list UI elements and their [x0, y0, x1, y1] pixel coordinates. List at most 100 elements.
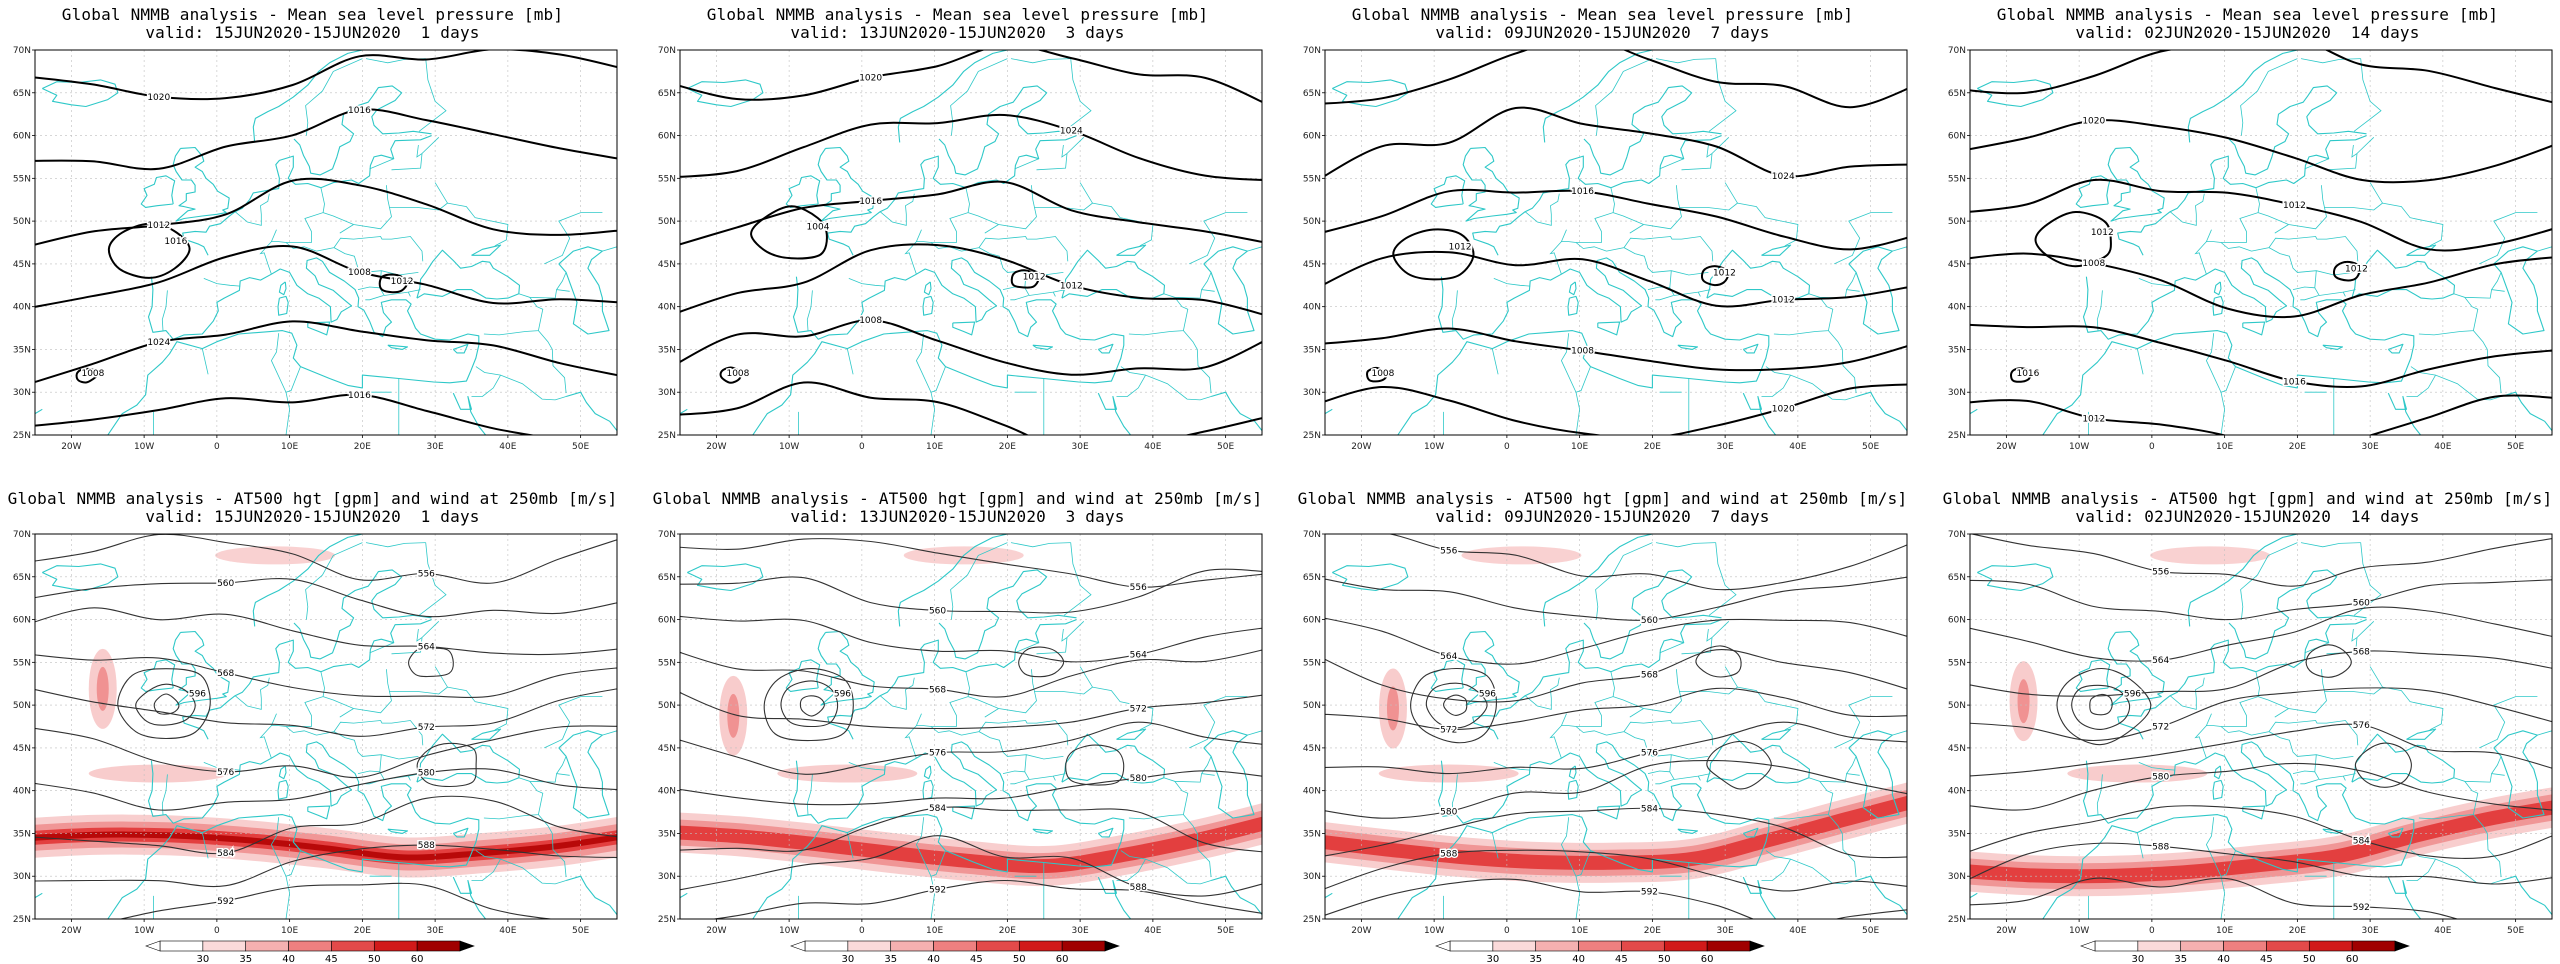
isoline — [35, 534, 617, 584]
longitude-label: 20W — [1996, 926, 2016, 936]
z500-map-panel: Global NMMB analysis - AT500 hgt [gpm] a… — [0, 484, 625, 964]
isoline — [1325, 721, 1907, 775]
latitude-label: 30N — [1303, 388, 1321, 398]
wind-colorbar: 30 35 40 45 50 60 — [145, 940, 475, 964]
wind-colorbar: 30 35 40 45 50 60 — [1435, 940, 1765, 964]
colorbar-label: 40 — [927, 954, 940, 964]
closed-isoline — [1695, 645, 1742, 678]
jet-blob — [215, 546, 336, 565]
latitude-label: 70N — [1303, 46, 1321, 56]
panel-title: Global NMMB analysis - AT500 hgt [gpm] a… — [652, 489, 1263, 508]
latitude-label: 50N — [13, 701, 31, 711]
map-frame — [679, 49, 1263, 436]
map-canvas: 556 560 564 568 572 576 580 584 588 592 596 70N 65N 6… — [1948, 530, 2553, 964]
graticule — [1325, 50, 1907, 435]
longitude-label: 0 — [1504, 926, 1510, 936]
latitude-label: 70N — [1948, 46, 1966, 56]
longitude-label: 30E — [427, 442, 444, 452]
isoline — [1325, 327, 1907, 372]
isoline — [1325, 759, 1907, 819]
jet-blob — [96, 666, 109, 711]
jet-core — [1970, 800, 2552, 884]
latitude-label: 55N — [13, 658, 31, 668]
colorbar-swatch — [1018, 940, 1063, 952]
colorbar-swatch — [2266, 940, 2310, 952]
latitude-label: 55N — [13, 174, 31, 184]
colorbar-swatch — [2308, 940, 2353, 952]
isoline-label: 580 — [418, 769, 435, 779]
latitude-label: 50N — [1948, 217, 1966, 227]
longitude-label: 10E — [2216, 442, 2233, 452]
longitude-label: 20W — [706, 442, 726, 452]
colorbar-swatch — [288, 940, 332, 952]
isoline-label: 588 — [418, 841, 435, 851]
longitude-label: 40E — [1144, 442, 1161, 452]
latitude-label: 30N — [1303, 872, 1321, 882]
colorbar-label: 35 — [239, 954, 252, 964]
isoline-label: 572 — [1440, 725, 1457, 735]
latitude-label: 55N — [1303, 658, 1321, 668]
jet-blob — [1461, 546, 1582, 565]
isoline-label: 584 — [217, 849, 234, 859]
isoline-labels: 556 560 564 568 572 576 580 584 588 592 596 — [1439, 545, 1660, 899]
isoline-label: 1008 — [859, 316, 882, 326]
panel-title: Global NMMB analysis - Mean sea level pr… — [706, 5, 1209, 24]
isoline-label: 560 — [929, 606, 946, 616]
isoline-labels: 556 560 564 568 572 576 580 584 588 592 596 — [832, 582, 1148, 897]
jet-stream-shading — [1325, 546, 1907, 883]
longitude-label: 10E — [926, 442, 943, 452]
longitude-label: 40E — [499, 442, 516, 452]
longitude-label: 10W — [2069, 442, 2089, 452]
latitude-label: 35N — [658, 345, 676, 355]
colorbar-label: 40 — [2217, 954, 2230, 964]
latitude-label: 55N — [658, 658, 676, 668]
isoline-label: 564 — [1440, 652, 1457, 662]
latitude-label: 45N — [1303, 260, 1321, 270]
closed-isoline — [1443, 694, 1468, 716]
isoline-label: 1012 — [2091, 228, 2114, 238]
longitude-label: 10W — [134, 926, 154, 936]
jet-stream-shading — [35, 546, 617, 878]
colorbar-label: 35 — [2174, 954, 2187, 964]
isoline — [1325, 649, 1907, 703]
colorbar-label: 50 — [368, 954, 381, 964]
latitude-label: 30N — [658, 388, 676, 398]
colorbar-swatch — [1061, 940, 1106, 952]
colorbar-label: 50 — [1013, 954, 1026, 964]
longitude-label: 40E — [1789, 442, 1806, 452]
latitude-label: 45N — [658, 260, 676, 270]
map-background — [35, 50, 617, 435]
latitude-label: 25N — [1303, 431, 1321, 441]
closed-isoline — [378, 273, 408, 294]
latitude-label: 35N — [13, 829, 31, 839]
longitude-label: 10W — [1424, 442, 1444, 452]
closed-isoline — [1392, 228, 1475, 281]
panel-valid-date: valid: 15JUN2020-15JUN2020 1 days — [145, 23, 480, 42]
country-borders — [1443, 542, 1907, 919]
longitude-label: 10E — [1571, 926, 1588, 936]
latitude-label: 35N — [658, 829, 676, 839]
isoline — [680, 770, 1262, 806]
coastlines — [680, 534, 1262, 919]
closed-isoline — [719, 366, 742, 384]
country-borders — [798, 542, 1262, 919]
isoline — [1325, 106, 1907, 178]
isoline — [1970, 323, 2552, 389]
isoline-label: 1012 — [2345, 265, 2368, 275]
isoline-label: 1012 — [1449, 243, 1472, 253]
isoline-label: 576 — [2353, 721, 2370, 731]
colorbar-swatch — [1663, 940, 1708, 952]
closed-isoline — [1700, 265, 1729, 287]
isoline-label: 1024 — [1060, 127, 1083, 137]
latitude-label: 25N — [13, 915, 31, 925]
closed-isoline — [416, 742, 477, 788]
longitude-label: 30E — [1072, 442, 1089, 452]
latitude-label: 40N — [658, 303, 676, 313]
closed-isoline — [1010, 269, 1040, 289]
z500-map-panel: Global NMMB analysis - AT500 hgt [gpm] a… — [1290, 484, 1915, 964]
isoline — [1970, 119, 2552, 184]
closed-isoline — [763, 668, 854, 742]
isoline — [680, 538, 1262, 588]
